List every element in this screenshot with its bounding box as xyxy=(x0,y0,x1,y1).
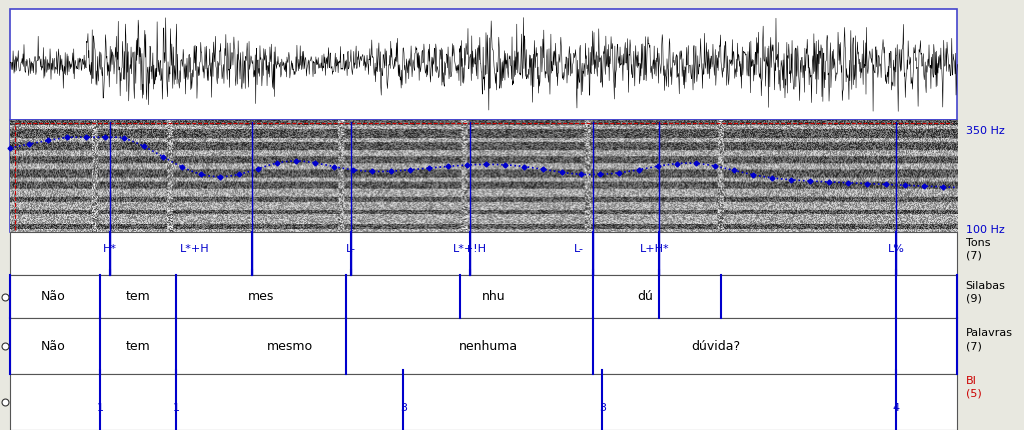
Bar xyxy=(10,232,957,275)
Text: 3: 3 xyxy=(399,402,407,413)
Text: Não: Não xyxy=(41,340,66,353)
Text: 1: 1 xyxy=(172,402,179,413)
Bar xyxy=(10,275,957,318)
Text: nhu: nhu xyxy=(481,290,505,303)
Text: dúvida?: dúvida? xyxy=(691,340,740,353)
Text: dú: dú xyxy=(637,290,653,303)
Bar xyxy=(10,374,957,430)
Text: 3: 3 xyxy=(599,402,606,413)
Text: Não: Não xyxy=(41,290,66,303)
Text: (9): (9) xyxy=(966,294,982,304)
Text: L%: L% xyxy=(888,244,904,255)
Bar xyxy=(10,9,957,120)
Text: tem: tem xyxy=(126,340,151,353)
Text: 4: 4 xyxy=(892,402,899,413)
Text: BI: BI xyxy=(966,375,977,386)
Text: mesmo: mesmo xyxy=(266,340,312,353)
Text: L*+H: L*+H xyxy=(180,244,210,255)
Text: L+H*: L+H* xyxy=(640,244,669,255)
Text: (5): (5) xyxy=(966,388,981,399)
Text: L-: L- xyxy=(346,244,356,255)
Text: L-: L- xyxy=(573,244,584,255)
Text: tem: tem xyxy=(126,290,151,303)
Text: nenhuma: nenhuma xyxy=(459,340,518,353)
Text: (7): (7) xyxy=(966,251,982,261)
Text: L*+!H: L*+!H xyxy=(453,244,486,255)
Text: Silabas: Silabas xyxy=(966,281,1006,291)
Text: H*: H* xyxy=(102,244,117,255)
Text: Palavras: Palavras xyxy=(966,328,1013,338)
Text: 100 Hz: 100 Hz xyxy=(966,225,1005,235)
Bar xyxy=(10,318,957,374)
Text: (7): (7) xyxy=(966,341,982,351)
Text: mes: mes xyxy=(248,290,274,303)
Text: 1: 1 xyxy=(96,402,103,413)
Text: Tons: Tons xyxy=(966,238,990,248)
Text: 350 Hz: 350 Hz xyxy=(966,126,1005,136)
Bar xyxy=(10,120,957,232)
